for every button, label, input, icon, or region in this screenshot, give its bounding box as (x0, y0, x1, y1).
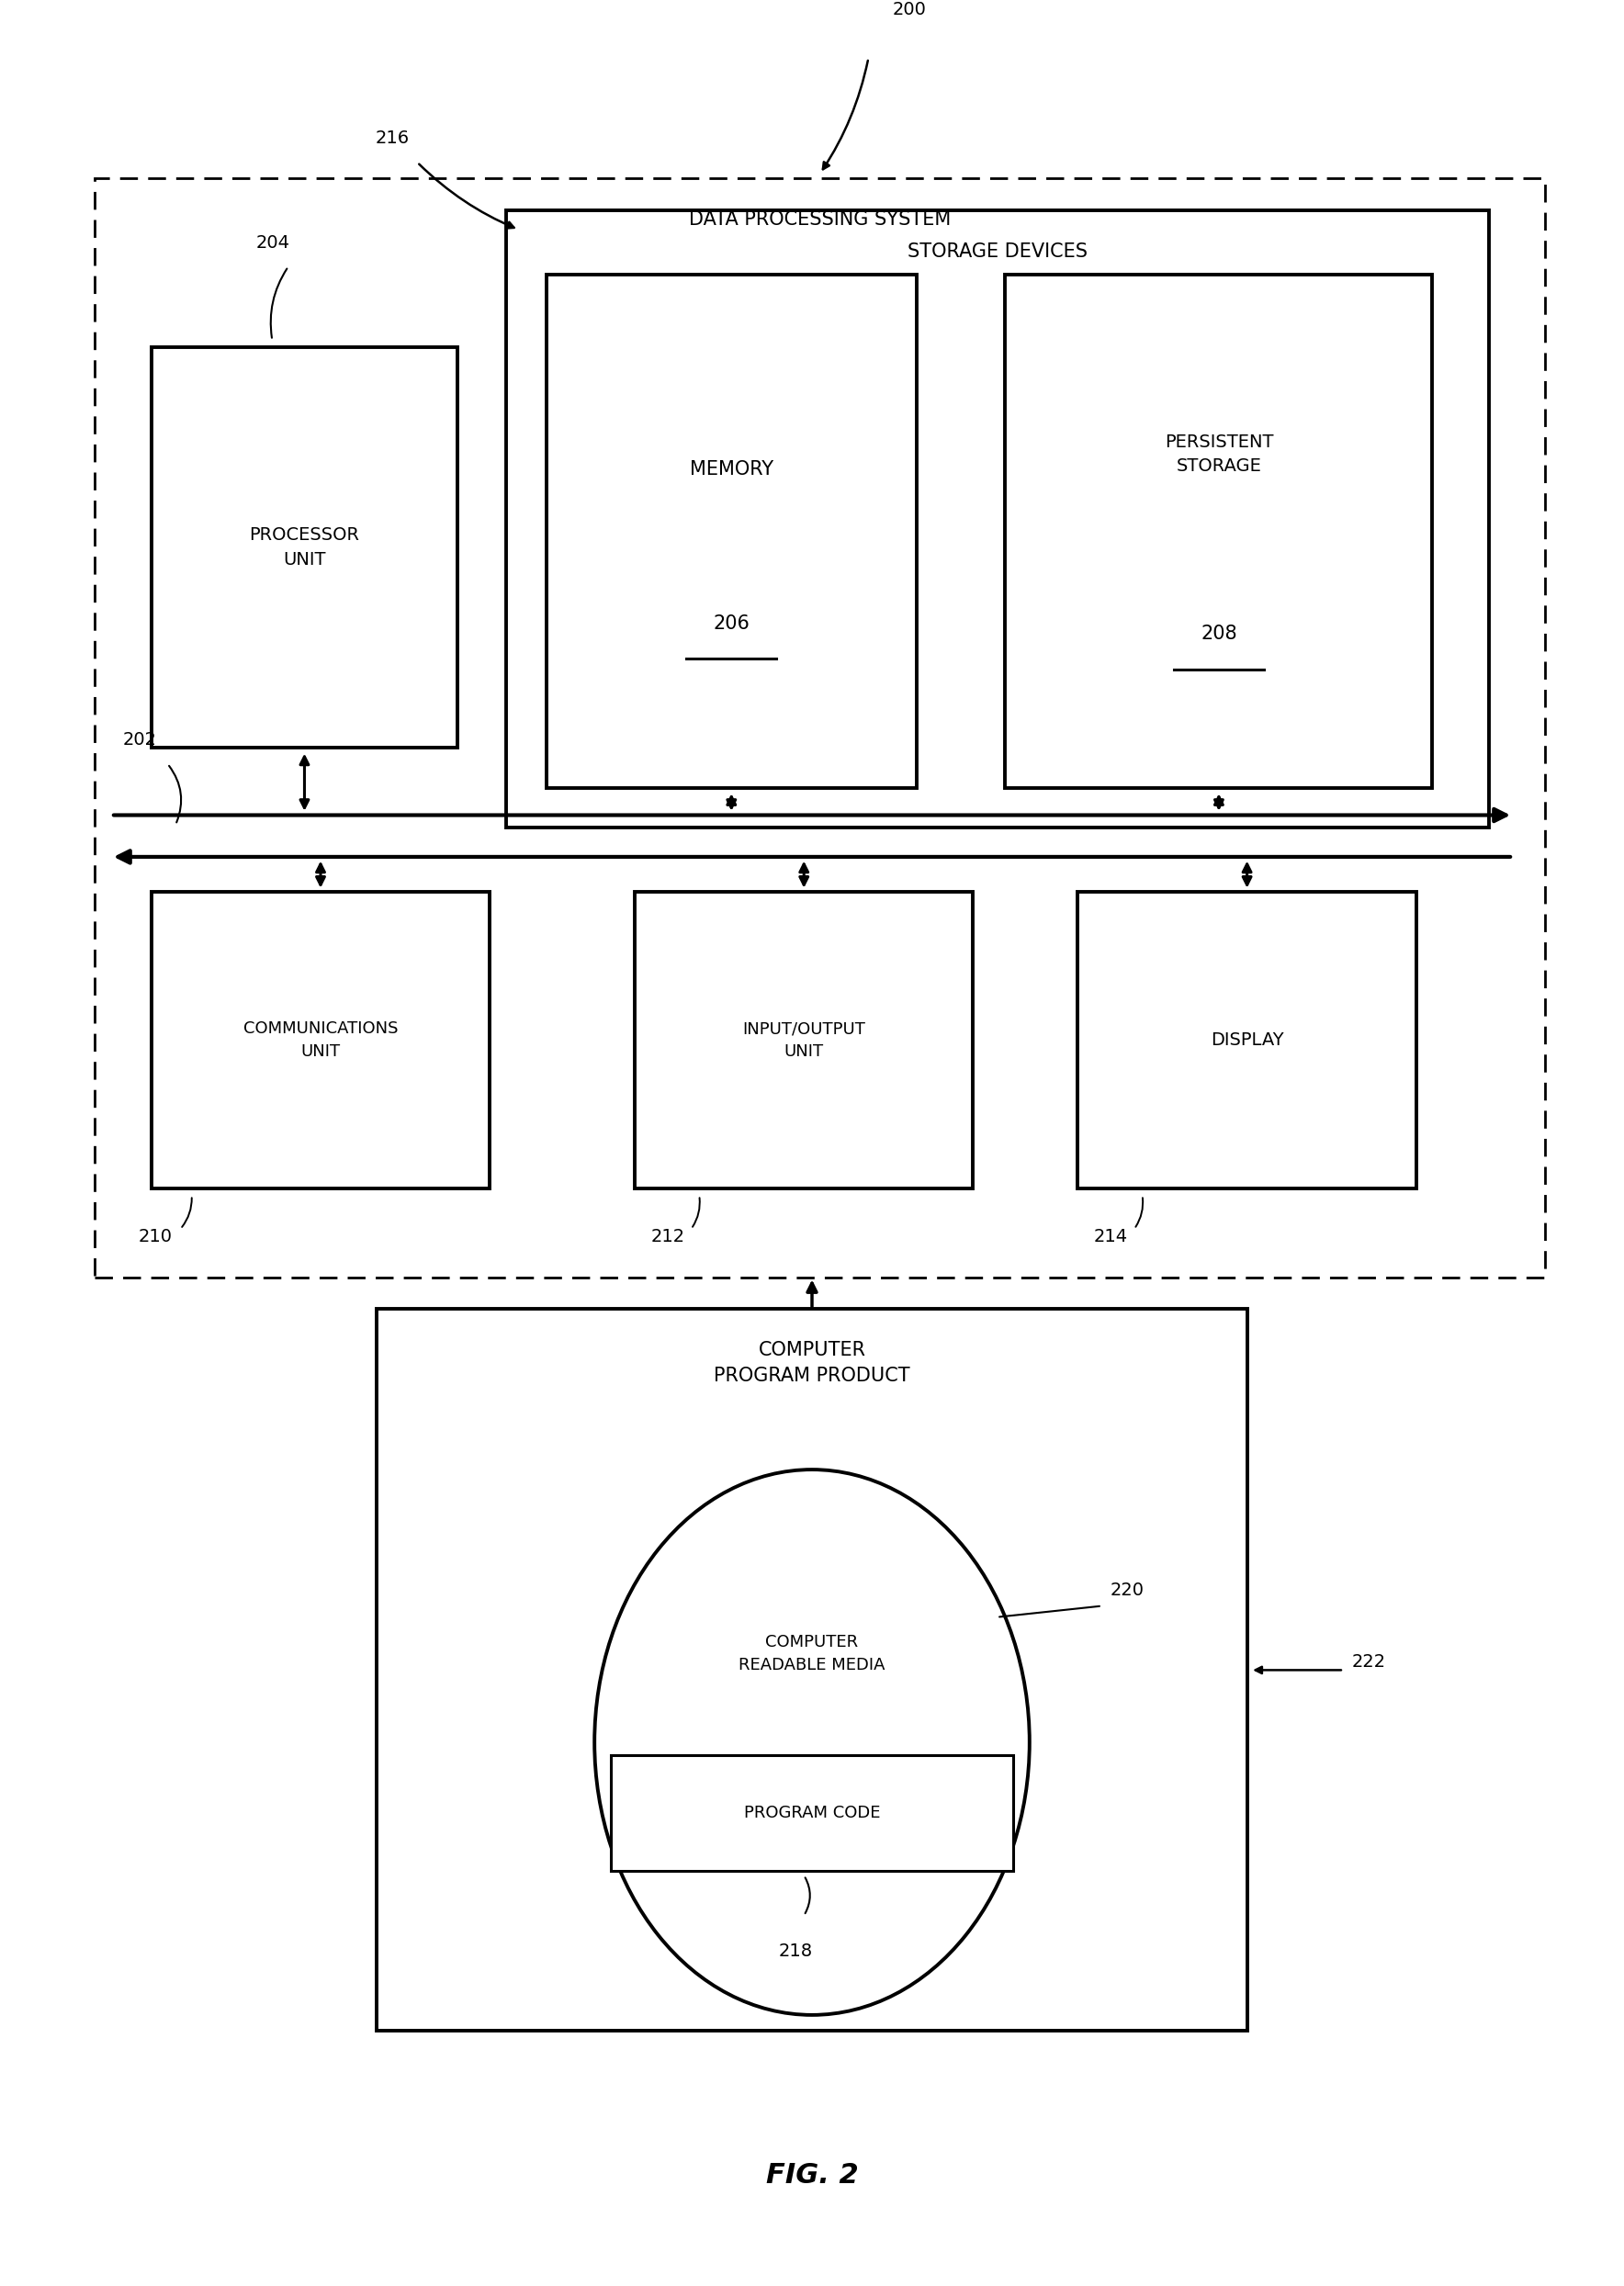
Text: INPUT/OUTPUT
UNIT: INPUT/OUTPUT UNIT (742, 1022, 866, 1061)
Text: FIG. 2: FIG. 2 (767, 2163, 857, 2188)
Bar (377, 1310, 1247, 2030)
Text: 202: 202 (122, 732, 156, 748)
Bar (611, 1756, 1013, 1870)
Bar (1005, 274, 1432, 789)
Bar (505, 210, 1489, 828)
Text: 218: 218 (780, 1943, 814, 1959)
Text: 200: 200 (893, 2, 926, 18)
Text: MEMORY: MEMORY (690, 459, 773, 478)
Text: 212: 212 (651, 1228, 685, 1246)
Bar (1078, 892, 1416, 1189)
Text: DISPLAY: DISPLAY (1210, 1031, 1283, 1049)
Text: 214: 214 (1095, 1228, 1129, 1246)
Text: COMMUNICATIONS
UNIT: COMMUNICATIONS UNIT (244, 1022, 398, 1061)
Bar (94, 178, 1544, 1278)
Bar (635, 892, 973, 1189)
Text: 204: 204 (257, 233, 291, 251)
Text: PERSISTENT
STORAGE: PERSISTENT STORAGE (1164, 434, 1273, 475)
Text: 222: 222 (1351, 1653, 1385, 1671)
Bar (546, 274, 916, 789)
Text: 208: 208 (1200, 624, 1237, 642)
Text: 206: 206 (713, 615, 750, 633)
Text: 220: 220 (1111, 1582, 1143, 1598)
Bar (151, 347, 458, 748)
Text: STORAGE DEVICES: STORAGE DEVICES (908, 242, 1088, 261)
Text: COMPUTER
READABLE MEDIA: COMPUTER READABLE MEDIA (739, 1634, 885, 1673)
Text: PROCESSOR
UNIT: PROCESSOR UNIT (250, 526, 359, 569)
Text: DATA PROCESSING SYSTEM: DATA PROCESSING SYSTEM (689, 210, 952, 229)
Text: 210: 210 (138, 1228, 172, 1246)
Bar (151, 892, 490, 1189)
Text: COMPUTER
PROGRAM PRODUCT: COMPUTER PROGRAM PRODUCT (715, 1342, 909, 1385)
Text: 216: 216 (375, 130, 409, 146)
Text: PROGRAM CODE: PROGRAM CODE (744, 1804, 880, 1822)
